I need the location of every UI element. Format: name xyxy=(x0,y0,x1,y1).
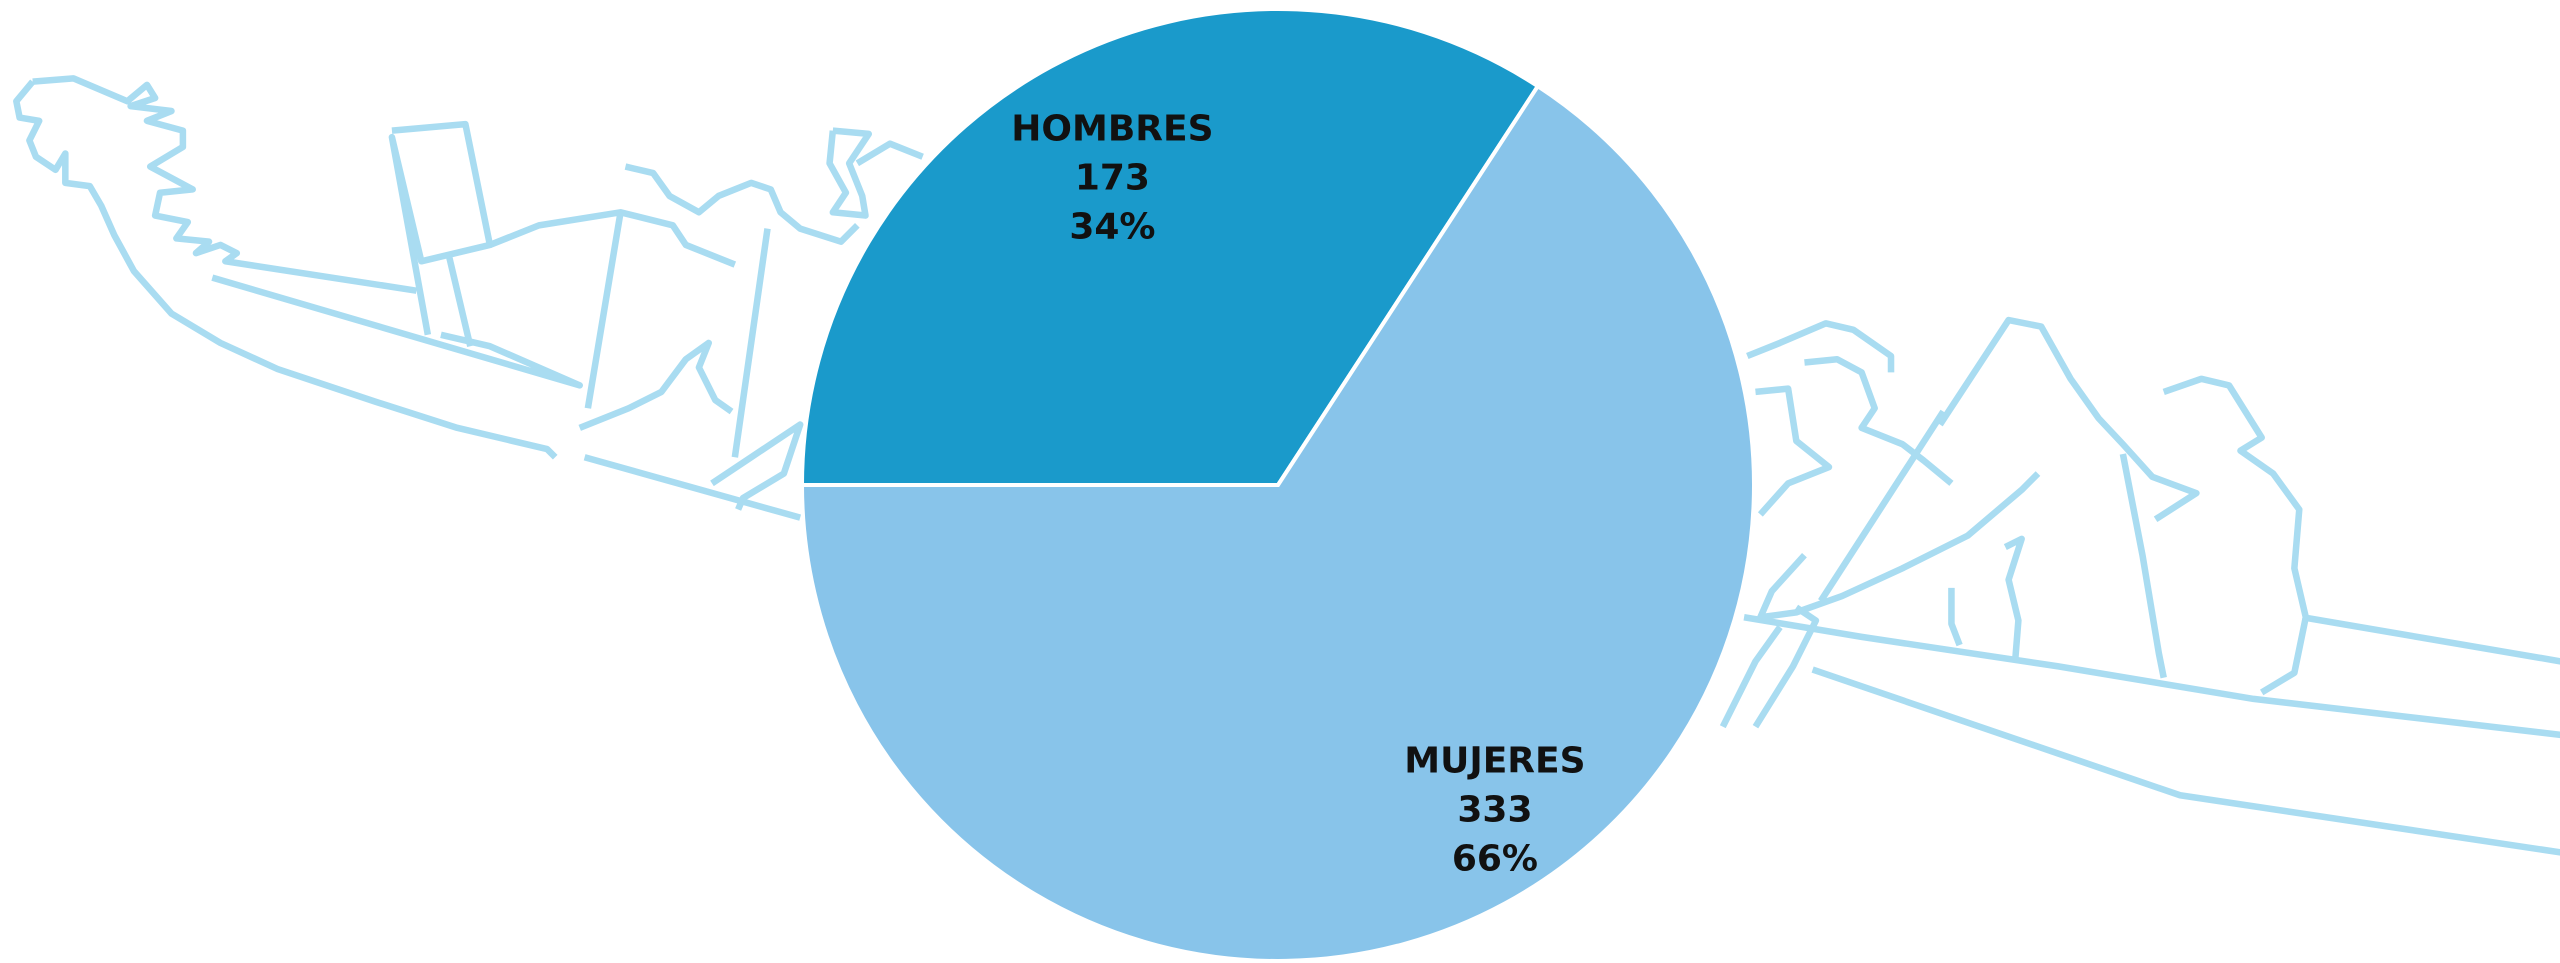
slice-value: 173 xyxy=(1075,158,1150,199)
page: HOMBRES17334%MUJERES33366% (() => { cons… xyxy=(0,0,2560,963)
pie: HOMBRES 173 34% MUJERES 333 66% xyxy=(802,9,1754,961)
slice-label: MUJERES xyxy=(1404,740,1585,781)
slice-percent: 66% xyxy=(1452,838,1538,879)
slice-percent: 34% xyxy=(1069,207,1155,248)
slice-value: 333 xyxy=(1457,789,1532,830)
slice-label: HOMBRES xyxy=(1011,109,1213,150)
chart: HOMBRES 173 34% MUJERES 333 66% xyxy=(0,0,2560,963)
